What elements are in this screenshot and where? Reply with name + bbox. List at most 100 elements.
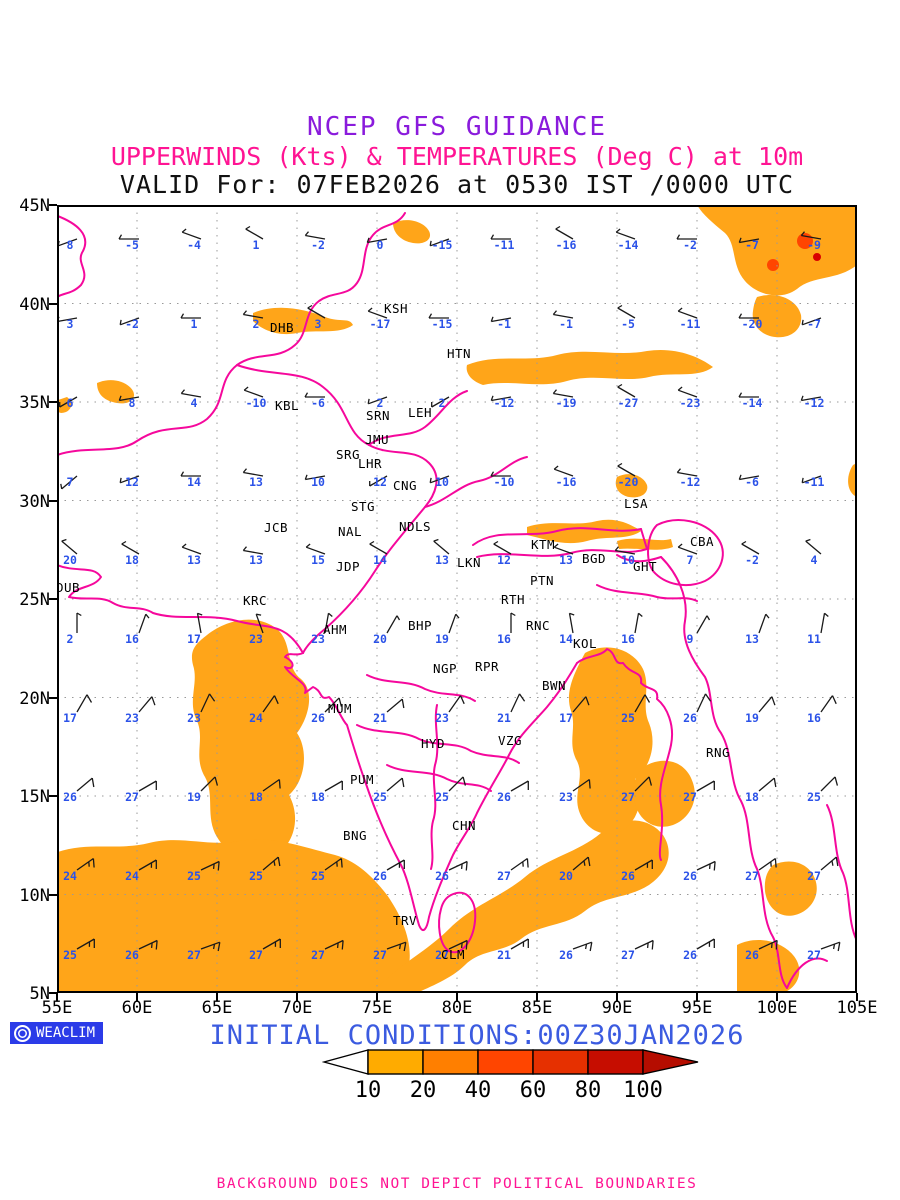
wind-speed-legend (322, 1049, 699, 1075)
temp-value: -15 (432, 317, 453, 331)
city-label: LEH (408, 405, 432, 420)
wind-barb (245, 225, 264, 240)
wind-barb (820, 695, 837, 713)
weaclim-text: WEACLIM (36, 1025, 96, 1041)
wind-barb (617, 462, 636, 477)
temp-value: 18 (311, 790, 325, 804)
temp-value: 26 (311, 711, 325, 725)
lat-tick-label: 15N (19, 787, 50, 807)
wind-barb (510, 612, 516, 633)
temp-value: 17 (187, 632, 201, 646)
wind-barb (200, 693, 216, 713)
wind-barb (324, 612, 333, 634)
city-label: BGD (582, 551, 606, 566)
temp-value: 26 (683, 948, 697, 962)
city-label: JCB (264, 520, 288, 535)
wind-barb (555, 225, 574, 240)
wind-barb (200, 860, 220, 871)
legend-segment (587, 1049, 644, 1075)
wind-barb (696, 860, 716, 871)
wind-barb (572, 778, 591, 792)
wind-barb (552, 310, 574, 319)
temp-value: -7 (745, 238, 759, 252)
temp-value: 7 (67, 475, 74, 489)
temp-value: -5 (125, 238, 139, 252)
wind-barb (617, 304, 636, 319)
wind-barb (118, 395, 140, 402)
wind-barb (800, 231, 822, 240)
wind-barb (677, 386, 698, 398)
legend-segment (532, 1049, 589, 1075)
wind-barb (696, 693, 712, 713)
wind-barb (304, 392, 325, 398)
wind-barb (61, 538, 78, 555)
city-label: BHP (408, 618, 432, 633)
wind-barb (615, 228, 636, 240)
wind-barb (369, 540, 388, 555)
lat-tick-mark (49, 696, 57, 699)
wind-barb (367, 396, 388, 405)
temp-value: 25 (187, 869, 201, 883)
city-label: BWN (542, 678, 566, 693)
lat-tick-label: 35N (19, 393, 50, 413)
wind-barb (758, 696, 776, 713)
wind-barb (180, 389, 202, 398)
wind-barb (118, 234, 139, 240)
city-label: HTN (447, 346, 471, 361)
coastlines-boundaries (57, 212, 857, 989)
lon-tick-mark (456, 993, 458, 1001)
wind-barb (677, 543, 698, 555)
wind-barb (307, 304, 326, 319)
city-label: KBL (275, 398, 299, 413)
wind-barb (262, 856, 281, 871)
temp-value: 25 (311, 869, 325, 883)
wind-barb (510, 938, 529, 950)
temp-value: 25 (373, 790, 387, 804)
wind-barb (634, 939, 654, 950)
temp-value: 27 (249, 948, 263, 962)
temp-value: 27 (807, 869, 821, 883)
temp-value: 2 (67, 632, 74, 646)
legend-value: 10 (354, 1078, 382, 1103)
lon-tick-label: 95E (681, 998, 713, 1018)
temp-value: 9 (687, 632, 694, 646)
city-label: PUM (350, 772, 374, 787)
wind-barb (119, 317, 140, 326)
temp-value: 20 (63, 553, 77, 567)
lat-tick-mark (49, 992, 57, 994)
wind-barb (490, 395, 512, 402)
temp-value: 21 (373, 711, 387, 725)
weaclim-ring-icon (14, 1024, 31, 1042)
temp-value: 13 (187, 553, 201, 567)
city-label: RNG (706, 745, 730, 760)
wind-barb (429, 475, 450, 484)
wind-barb (617, 383, 636, 398)
temp-value: -16 (556, 238, 577, 252)
wind-barb (758, 857, 777, 871)
temp-value: -6 (311, 396, 325, 410)
wind-barb (758, 777, 777, 792)
valid-time-label: VALID For: 07FEB2026 at 0530 IST /0000 U… (119, 170, 795, 199)
weaclim-logo: WEACLIM (10, 1022, 104, 1044)
wind-barb (262, 778, 281, 792)
page-subtitle: UPPERWINDS (Kts) & TEMPERATURES (Deg C) … (110, 142, 804, 171)
city-label: GHT (633, 559, 657, 574)
city-label: LKN (457, 555, 481, 570)
legend-value: 60 (519, 1078, 547, 1103)
wind-barb (820, 856, 839, 871)
temp-value: -12 (494, 396, 515, 410)
wind-barb (448, 939, 468, 950)
temp-value: 14 (373, 553, 387, 567)
temp-value: 25 (807, 790, 821, 804)
wind-barb (262, 938, 281, 950)
map-canvas: 8 -5 -4 1 -2 0 -15 -11 -16 -14 -2 -7 -93 -2 1 2 3 -17 -15-… (57, 205, 857, 993)
temp-value: -1 (497, 317, 511, 331)
temp-value: 18 (125, 553, 139, 567)
temp-value: -11 (804, 475, 825, 489)
temp-value: 24 (63, 869, 77, 883)
lat-tick-mark (49, 893, 57, 896)
wind-barb (820, 776, 839, 792)
lat-tick-label: 45N (19, 196, 50, 216)
wind-barb (433, 538, 450, 555)
